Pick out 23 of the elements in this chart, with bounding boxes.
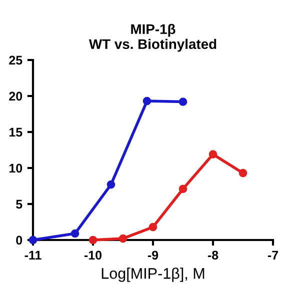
point <box>178 184 188 194</box>
x-axis-title: Log[MIP-1β], M <box>102 268 204 282</box>
y-tick-label: 5 <box>16 200 22 209</box>
point <box>106 180 116 189</box>
point <box>238 168 248 178</box>
point <box>118 234 128 243</box>
point <box>142 96 152 106</box>
x-tick-label: -7 <box>268 250 278 260</box>
y-tick-label: 15 <box>9 128 22 137</box>
x-tick-label: -9 <box>148 250 158 260</box>
y-tick-label: 0 <box>16 236 22 245</box>
point <box>208 150 218 158</box>
chart-title: MIP-1β WT vs. Biotinylated <box>88 24 216 52</box>
point <box>178 98 188 106</box>
x-tick-label: -11 <box>24 250 42 260</box>
point <box>88 236 98 244</box>
x-tick-label: -10 <box>84 250 102 260</box>
y-tick-label: 10 <box>9 164 22 173</box>
point <box>70 229 80 238</box>
y-tick-label: 20 <box>9 92 22 101</box>
point <box>148 222 158 232</box>
y-tick-label: 25 <box>9 56 22 65</box>
x-tick-label: -8 <box>208 250 218 260</box>
